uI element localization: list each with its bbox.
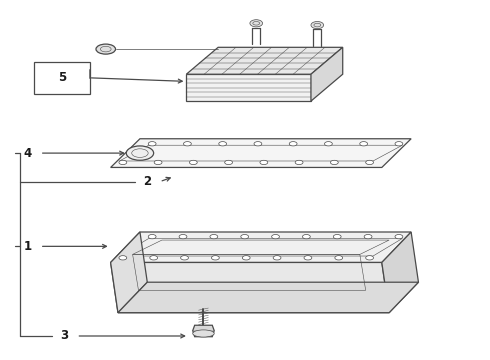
Ellipse shape	[330, 160, 338, 165]
Ellipse shape	[210, 234, 218, 239]
Text: 1: 1	[24, 240, 32, 253]
Polygon shape	[186, 74, 311, 101]
Ellipse shape	[260, 160, 268, 165]
Polygon shape	[111, 232, 147, 313]
Text: 5: 5	[58, 71, 66, 84]
Ellipse shape	[333, 234, 341, 239]
Ellipse shape	[395, 234, 403, 239]
Ellipse shape	[190, 160, 197, 165]
Ellipse shape	[225, 160, 233, 165]
Ellipse shape	[364, 234, 372, 239]
Ellipse shape	[154, 160, 162, 165]
Ellipse shape	[126, 146, 154, 160]
Ellipse shape	[181, 256, 189, 260]
Ellipse shape	[395, 141, 403, 146]
Ellipse shape	[96, 44, 116, 54]
Ellipse shape	[148, 141, 156, 146]
Ellipse shape	[250, 20, 263, 27]
Ellipse shape	[241, 234, 248, 239]
Ellipse shape	[295, 160, 303, 165]
Ellipse shape	[193, 330, 214, 337]
Ellipse shape	[360, 141, 368, 146]
Ellipse shape	[150, 256, 158, 260]
Ellipse shape	[366, 256, 373, 260]
Polygon shape	[111, 139, 411, 167]
Ellipse shape	[179, 234, 187, 239]
Polygon shape	[111, 262, 389, 313]
Polygon shape	[193, 325, 214, 337]
Text: 3: 3	[60, 329, 68, 342]
Ellipse shape	[271, 234, 279, 239]
Ellipse shape	[311, 22, 324, 29]
Ellipse shape	[243, 256, 250, 260]
Ellipse shape	[254, 141, 262, 146]
Text: 4: 4	[24, 147, 32, 159]
Ellipse shape	[183, 141, 191, 146]
Polygon shape	[118, 282, 418, 313]
Ellipse shape	[273, 256, 281, 260]
Ellipse shape	[119, 160, 127, 165]
Polygon shape	[311, 47, 343, 101]
Ellipse shape	[119, 256, 127, 260]
Polygon shape	[382, 232, 418, 313]
Ellipse shape	[302, 234, 310, 239]
Ellipse shape	[304, 256, 312, 260]
Ellipse shape	[324, 141, 332, 146]
Ellipse shape	[148, 234, 156, 239]
Ellipse shape	[289, 141, 297, 146]
Ellipse shape	[366, 160, 373, 165]
Polygon shape	[186, 47, 343, 74]
Ellipse shape	[219, 141, 226, 146]
Text: 2: 2	[143, 175, 151, 188]
Ellipse shape	[212, 256, 220, 260]
Ellipse shape	[335, 256, 343, 260]
Polygon shape	[111, 232, 411, 262]
